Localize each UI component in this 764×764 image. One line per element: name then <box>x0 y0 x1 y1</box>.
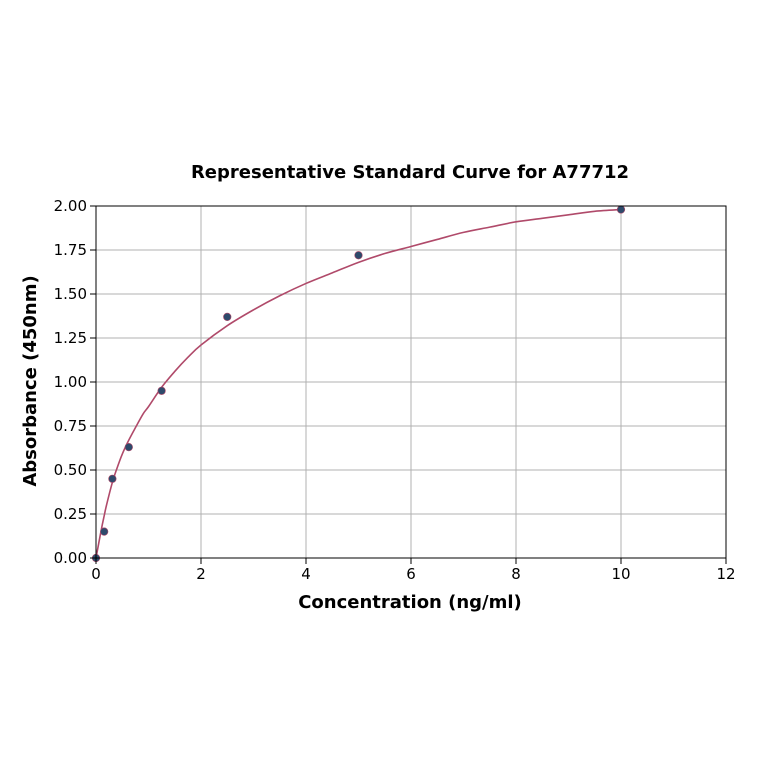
y-tick-label: 1.25 <box>54 329 87 347</box>
data-point <box>100 527 109 536</box>
y-axis-label: Absorbance (450nm) <box>20 275 41 486</box>
fit-curve-line <box>95 208 622 559</box>
y-tick-label: 2.00 <box>54 197 87 215</box>
curve-layer <box>95 208 622 559</box>
y-tick-label: 0.75 <box>54 417 87 435</box>
x-axis-label: Concentration (ng/ml) <box>298 592 522 613</box>
x-tick-label: 2 <box>196 565 206 583</box>
data-point <box>157 386 166 395</box>
data-point <box>223 312 232 321</box>
data-point <box>124 443 133 452</box>
ticks-layer: 0 2 4 6 8 10 12 0.00 0.25 0.50 0.75 1.00 1.25 1.50 1.7… <box>54 197 736 583</box>
points-layer <box>91 205 626 563</box>
data-point <box>616 205 626 214</box>
x-tick-label: 10 <box>611 565 630 583</box>
y-tick-label: 0.25 <box>54 505 87 523</box>
x-tick-label: 4 <box>301 565 311 583</box>
x-tick-label: 6 <box>406 565 416 583</box>
x-tick-label: 8 <box>511 565 521 583</box>
data-point <box>108 474 117 483</box>
chart-title: Representative Standard Curve for A77712 <box>191 162 629 183</box>
x-tick-label: 12 <box>716 565 735 583</box>
y-tick-label: 1.75 <box>54 241 87 259</box>
data-point <box>354 251 363 260</box>
y-tick-label: 0.00 <box>54 549 87 567</box>
y-tick-label: 1.00 <box>54 373 87 391</box>
y-tick-label: 0.50 <box>54 461 87 479</box>
grid-layer <box>95 205 727 559</box>
y-tick-label: 1.50 <box>54 285 87 303</box>
x-tick-label: 0 <box>91 565 101 583</box>
